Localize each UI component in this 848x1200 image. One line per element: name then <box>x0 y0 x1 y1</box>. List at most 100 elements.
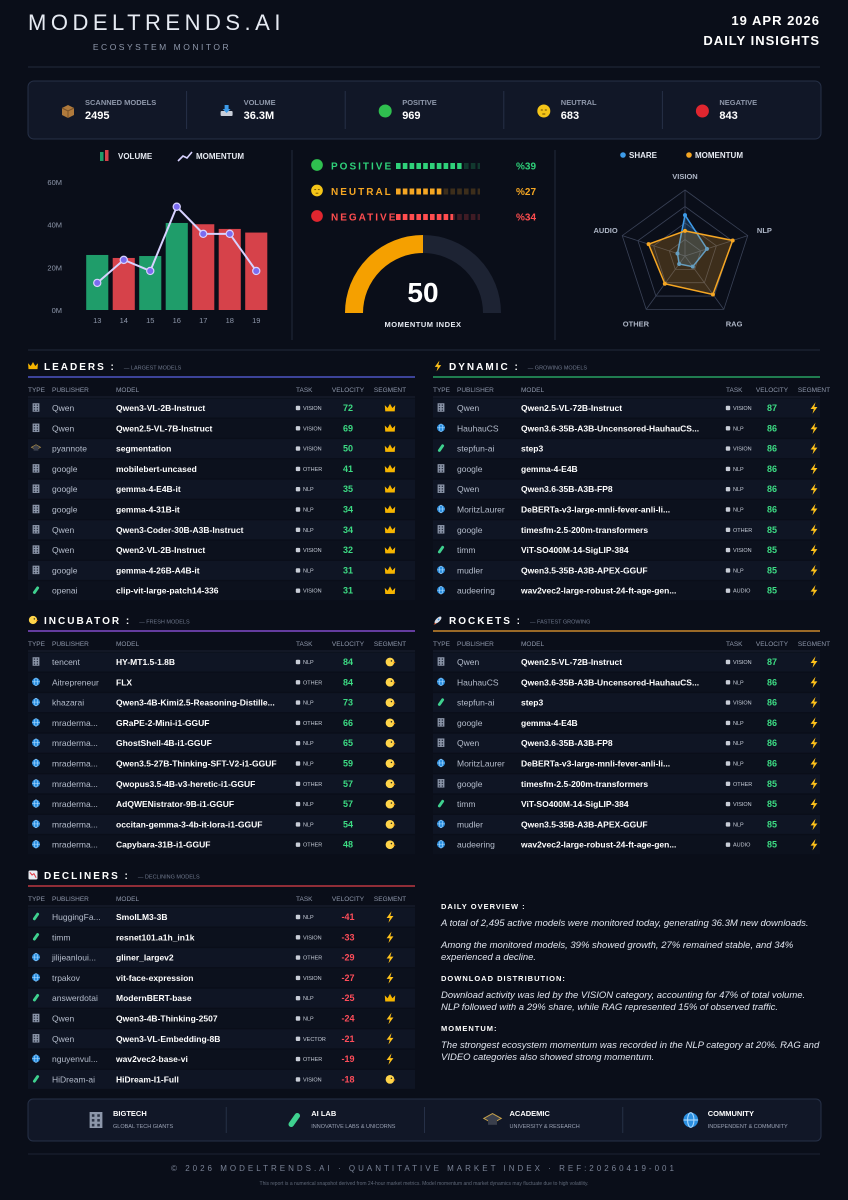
column-header: MODEL <box>116 387 140 394</box>
icon <box>295 700 301 705</box>
icon <box>89 1112 103 1128</box>
task: OTHER <box>303 782 322 788</box>
icon <box>32 525 40 534</box>
icon <box>32 484 40 493</box>
x-tick-label: 19 <box>252 316 260 325</box>
row-background <box>28 948 415 968</box>
icon <box>437 799 445 808</box>
row-background <box>433 672 820 692</box>
point <box>677 262 682 267</box>
icon <box>386 951 394 964</box>
task: NLP <box>733 741 744 747</box>
model: Qwen2-VL-2B-Instruct <box>116 545 205 555</box>
icon-part <box>725 700 731 705</box>
velocity: 85 <box>767 525 777 535</box>
icon-part <box>36 571 39 574</box>
icon <box>437 504 445 514</box>
model: Qwen3.6-35B-A3B-FP8 <box>521 484 613 494</box>
icon-part <box>36 488 39 490</box>
icon <box>725 842 731 847</box>
icon <box>433 616 442 625</box>
velocity: 86 <box>767 759 777 769</box>
icon <box>28 361 38 370</box>
task: NLP <box>303 528 314 534</box>
row-background <box>28 814 415 834</box>
date: 19 APR 2026 <box>731 13 820 28</box>
icon-part <box>36 663 39 665</box>
icon <box>810 564 818 577</box>
icon-part <box>386 951 394 964</box>
icon <box>295 781 301 786</box>
icon <box>295 842 301 847</box>
column-header: SEGMENT <box>374 896 406 903</box>
icon <box>32 738 40 747</box>
icon-part <box>725 487 731 492</box>
x-tick-label: 15 <box>146 316 154 325</box>
publisher: HuggingFa... <box>52 912 101 922</box>
grid-line <box>621 189 749 310</box>
model: step3 <box>521 698 543 708</box>
icon <box>295 1016 301 1021</box>
model: FLX <box>116 677 132 687</box>
row-background <box>28 560 415 580</box>
icon <box>295 720 301 726</box>
icon-part <box>725 761 731 766</box>
velocity: 86 <box>767 464 777 474</box>
icon-part <box>28 361 38 370</box>
row-background <box>28 540 415 560</box>
row-background <box>28 968 415 988</box>
icon-part <box>441 658 444 660</box>
icon <box>28 870 38 880</box>
icon-part <box>810 737 818 749</box>
icon-part <box>438 526 441 528</box>
icon-part <box>28 615 38 625</box>
task: VISION <box>733 406 752 412</box>
publisher: timm <box>52 932 70 942</box>
row-background <box>433 774 820 794</box>
velocity: 73 <box>343 698 353 708</box>
task: OTHER <box>303 721 322 727</box>
legend-title: BIGTECH <box>113 1109 147 1118</box>
icon-part <box>32 912 40 921</box>
task: VISION <box>303 1077 322 1083</box>
icon-part <box>441 470 444 472</box>
velocity: -27 <box>341 973 354 983</box>
task: OTHER <box>303 956 322 962</box>
icon-part <box>33 505 36 508</box>
icon-part <box>437 545 445 554</box>
column-header: TASK <box>726 641 743 648</box>
task: OTHER <box>303 680 322 686</box>
task: VISION <box>733 447 752 453</box>
icon-part <box>810 422 818 434</box>
icon-part <box>33 508 36 510</box>
velocity: 32 <box>343 545 353 555</box>
icon-part <box>393 1079 396 1081</box>
icon <box>28 615 39 625</box>
icon-part <box>725 588 731 593</box>
row-background <box>433 520 820 540</box>
velocity: 87 <box>767 403 777 413</box>
icon-part <box>390 761 393 764</box>
velocity: -19 <box>341 1054 354 1064</box>
icon-part <box>725 527 731 532</box>
velocity: -25 <box>341 993 354 1003</box>
icon-part <box>393 844 396 847</box>
column-header: TYPE <box>28 896 46 903</box>
icon <box>386 1012 394 1025</box>
grid-line <box>653 222 717 284</box>
legend-subtitle: INNOVATIVE LABS & UNICORNS <box>311 1124 395 1130</box>
model: segmentation <box>116 444 171 454</box>
icon-part <box>437 718 445 727</box>
gauge-value-label: 50 <box>407 277 438 308</box>
publisher: mraderma... <box>52 819 98 829</box>
icon-part <box>438 742 441 744</box>
icon <box>384 545 396 554</box>
icon-part <box>29 871 37 878</box>
icon-part <box>36 1017 39 1019</box>
icon <box>385 657 396 667</box>
model: Qwen3.6-35B-A3B-Uncensored-HauhauCS... <box>521 423 699 433</box>
icon-part <box>33 528 36 531</box>
icon-part <box>725 426 731 431</box>
task: NLP <box>303 741 314 747</box>
